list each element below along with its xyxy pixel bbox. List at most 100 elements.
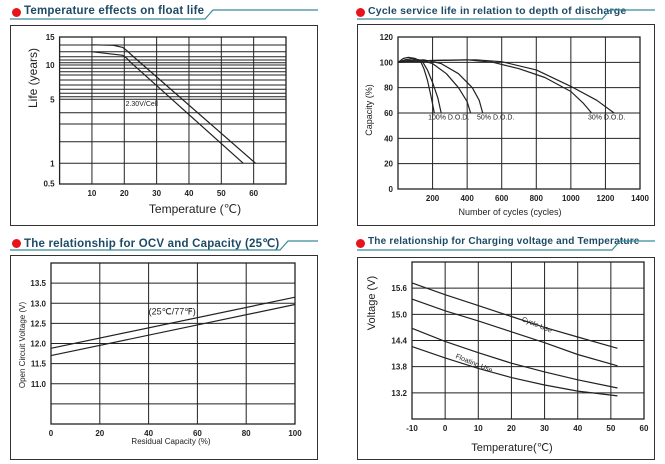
chart2-series-line-4: [397, 59, 484, 114]
chart1-y-tick-label: 5: [50, 95, 55, 104]
chart3-annotation: (25℃/77℉): [149, 307, 196, 317]
chart2-y-tick-label: 100: [380, 58, 394, 67]
chart2-annotation: 50% D.O.D.: [477, 114, 514, 121]
chart1-y-tick-label: 1: [50, 159, 55, 168]
chart3-x-tick-label: 20: [95, 429, 104, 438]
chart2-header: Cycle service life in relation to depth …: [356, 5, 656, 21]
chart1-series-line-2: [92, 51, 244, 164]
chart2-series-line-6: [397, 59, 615, 114]
chart2-x-tick-label: 200: [426, 194, 440, 203]
chart1-annotation: 2.30V/Cell: [126, 101, 159, 108]
chart2-annotation: 100% D.O.D.: [428, 114, 469, 121]
header-rule-4: [357, 240, 655, 251]
chart3-y-axis-label: Open Circuit Voltage (V): [18, 302, 27, 389]
chart4-x-tick-label: -10: [406, 424, 418, 433]
header-rule-2: [357, 9, 655, 20]
chart1-y-tick-label: 0.5: [43, 179, 55, 188]
chart4-y-tick-label: 14.4: [391, 337, 407, 346]
chart2-x-tick-label: 400: [460, 194, 474, 203]
chart2-y-tick-label: 0: [389, 185, 394, 194]
chart2-y-axis-label: Capacity (%): [364, 84, 374, 136]
chart4-x-tick-label: 40: [573, 424, 582, 433]
chart2-x-tick-label: 1000: [562, 194, 580, 203]
bullet-dot-icon: [356, 8, 365, 17]
chart2-x-tick-label: 800: [530, 194, 544, 203]
bullet-dot-icon: [12, 8, 21, 17]
bullet-dot-icon: [356, 239, 365, 248]
chart3-frame: [10, 255, 318, 460]
bullet-dot-icon: [12, 239, 21, 248]
chart3-y-tick-label: 13.5: [30, 279, 46, 288]
chart1-y-axis-label: Life (years): [26, 48, 40, 108]
chart3-x-axis-label: Residual Capacity (%): [131, 437, 210, 446]
chart3-x-tick-label: 0: [49, 429, 54, 438]
chart4-x-tick-label: 60: [640, 424, 649, 433]
chart4-series-line-1: [411, 282, 618, 349]
chart1-x-tick-label: 60: [249, 189, 258, 198]
chart3-header: The relationship for OCV and Capacity (2…: [12, 236, 312, 252]
chart4-y-axis-label: Voltage (V): [366, 276, 378, 330]
chart3-y-tick-label: 13.0: [30, 299, 46, 308]
chart1-title: Temperature effects on float life: [24, 5, 205, 17]
chart2-y-tick-label: 40: [384, 134, 393, 143]
chart1-x-tick-label: 20: [120, 189, 129, 198]
chart2-series-line-1: [397, 56, 435, 114]
chart3-y-tick-label: 11.5: [31, 360, 47, 369]
chart4-x-axis-label: Temperature(℃): [471, 442, 552, 454]
chart1-x-tick-label: 40: [185, 189, 194, 198]
chart3-y-tick-label: 12.0: [30, 340, 46, 349]
chart2-x-axis-label: Number of cycles (cycles): [458, 207, 561, 217]
chart3-y-tick-label: 11.0: [31, 380, 47, 389]
chart1-x-tick-label: 50: [217, 189, 226, 198]
chart3-x-tick-label: 40: [144, 429, 153, 438]
chart1-series-line-1: [92, 44, 256, 164]
chart1-frame: [10, 25, 318, 226]
chart2-y-tick-label: 20: [384, 160, 393, 169]
chart4-series-line-4: [411, 346, 618, 397]
chart3-y-tick-label: 12.5: [30, 319, 46, 328]
chart1-y-tick-label: 15: [46, 33, 55, 42]
chart2-annotation: 30% D.O.D.: [588, 114, 625, 121]
chart4-x-tick-label: 0: [443, 424, 448, 433]
chart4-series-line-3: [411, 327, 618, 389]
chart3-series-line-2: [50, 303, 296, 357]
chart4-x-tick-label: 30: [540, 424, 549, 433]
chart4-y-tick-label: 13.2: [391, 389, 407, 398]
chart2-x-tick-label: 1200: [597, 194, 615, 203]
chart3-title: The relationship for OCV and Capacity (2…: [24, 238, 280, 250]
chart2-series-line-5: [397, 59, 593, 114]
chart4-x-tick-label: 20: [507, 424, 516, 433]
chart2-y-tick-label: 80: [384, 84, 393, 93]
chart2-y-tick-label: 60: [384, 109, 393, 118]
chart1-plot-area: [58, 36, 287, 185]
chart1-x-axis-label: Temperature (℃): [149, 202, 241, 216]
chart4-x-tick-label: 50: [606, 424, 615, 433]
chart4-annotation: Floating Use: [454, 353, 493, 374]
chart4-annotation: Cycle Use: [521, 316, 553, 334]
chart4-title: The relationship for Charging voltage an…: [368, 236, 640, 247]
chart1-x-tick-label: 10: [87, 189, 96, 198]
chart1-x-tick-label: 30: [152, 189, 161, 198]
chart4-y-tick-label: 15.0: [391, 310, 407, 319]
chart3-series-line-1: [50, 296, 296, 349]
chart4-frame: [357, 257, 655, 460]
chart2-series-line-2: [397, 57, 442, 114]
chart4-x-tick-label: 10: [474, 424, 483, 433]
chart2-frame: [357, 24, 655, 226]
chart1-y-tick-label: 10: [46, 61, 55, 70]
chart2-x-tick-label: 1400: [631, 194, 649, 203]
chart4-y-tick-label: 13.8: [391, 363, 407, 372]
chart3-x-tick-label: 60: [193, 429, 202, 438]
chart2-y-tick-label: 120: [380, 33, 394, 42]
chart4-header: The relationship for Charging voltage an…: [356, 236, 656, 252]
chart2-x-tick-label: 600: [495, 194, 509, 203]
header-rule-1: [10, 9, 318, 20]
chart2-title: Cycle service life in relation to depth …: [368, 5, 627, 17]
chart4-series-line-2: [411, 298, 618, 367]
header-rule-3: [10, 240, 318, 251]
chart1-header: Temperature effects on float life: [12, 5, 312, 21]
chart4-y-tick-label: 15.6: [391, 284, 407, 293]
chart3-x-tick-label: 80: [242, 429, 251, 438]
chart3-x-tick-label: 100: [288, 429, 302, 438]
